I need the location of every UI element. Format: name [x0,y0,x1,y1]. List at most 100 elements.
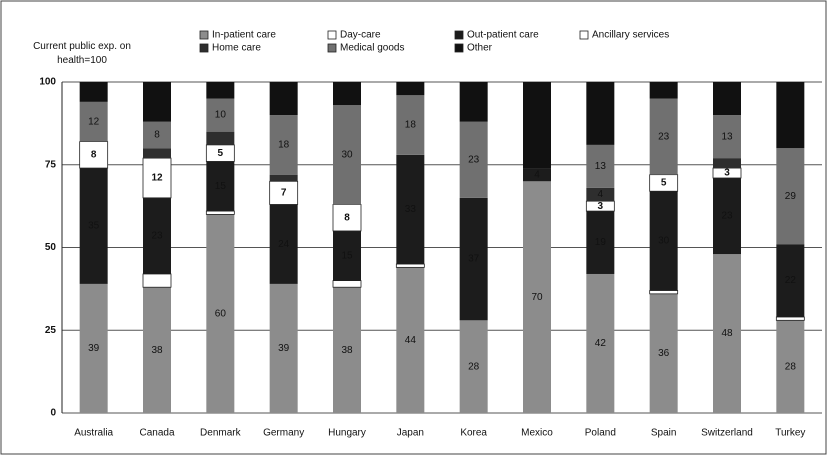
legend-swatch [327,43,337,53]
y-tick-label: 50 [45,242,57,253]
bar-segment [269,204,298,284]
data-label: 33 [405,204,417,215]
data-label: 60 [215,308,227,319]
x-tick-label: Australia [74,428,113,439]
bar-segment [396,267,425,413]
legend-swatch [454,30,464,40]
data-label: 22 [785,275,797,286]
bar-segment [79,283,108,413]
data-label: 3 [724,168,730,179]
legend-swatch [327,30,337,40]
bar-segment [206,131,235,145]
bar-segment [333,82,361,106]
bar-segment [523,82,551,169]
bar-segment [269,82,298,116]
bar-segment [586,144,615,188]
bar-segment [396,95,425,155]
data-label: 39 [88,343,100,354]
legend-label: Out-patient care [467,30,539,41]
bar-segment [333,287,361,413]
data-label: 8 [344,212,350,223]
data-label: 8 [91,149,97,160]
data-label: 8 [154,130,160,141]
data-label: 24 [278,239,290,250]
data-label: 38 [151,345,163,356]
bar-segment [332,204,362,232]
bar-segment [143,287,171,413]
bar-segment [586,187,615,202]
legend-swatch [454,43,464,53]
bar-segment [206,82,235,99]
data-label: 5 [661,178,667,189]
legend-swatch [199,43,209,53]
bar-segment [713,115,741,159]
x-tick-label: Japan [397,428,424,439]
bar-segment [586,211,615,274]
bar-segment [79,141,109,169]
x-tick-label: Poland [585,428,616,439]
y-tick-label: 25 [45,325,57,336]
data-label: 13 [721,131,733,142]
data-label: 12 [151,173,163,184]
bar-segment [79,82,108,102]
bar-segment [333,105,361,205]
bar-segment [459,82,488,122]
legend-label: Medical goods [340,43,404,54]
bar-segment [205,210,235,215]
bar-segment [776,148,805,245]
x-tick-label: Turkey [775,428,805,439]
bar-segment [776,82,805,149]
legend-label: Other [467,43,493,54]
x-tick-label: Switzerland [701,428,753,439]
data-label: 18 [278,140,290,151]
data-label: 30 [658,236,670,247]
bar-segment [586,273,615,413]
data-label: 18 [405,120,417,131]
legend-label: Ancillary services [592,30,669,41]
data-label: 23 [658,131,670,142]
data-label: 30 [341,149,353,160]
data-label: 7 [281,188,287,199]
bar-segment [713,177,741,255]
legend-label: Home care [212,43,261,54]
data-label: 5 [218,148,224,159]
data-label: 48 [721,328,733,339]
data-label: 35 [88,221,100,232]
data-label: 38 [341,345,353,356]
bar-segment [523,181,551,413]
bar-segment [269,115,298,175]
bar-segment [143,121,171,149]
bar-segment [206,214,235,413]
bar-segment [396,82,425,96]
data-label: 23 [151,231,163,242]
data-label: 42 [595,338,607,349]
bar-segment [333,230,361,281]
bar-segment [269,283,298,413]
bar-segment [459,197,488,321]
data-label: 15 [215,181,227,192]
legend-swatch [199,30,209,40]
data-label: 39 [278,343,290,354]
bar-segment [776,244,805,318]
y-tick-label: 100 [39,77,56,88]
data-label: 4 [534,169,540,180]
x-tick-label: Mexico [521,428,553,439]
bar-segment [649,293,678,413]
data-label: 44 [405,335,417,346]
bar-segment [649,191,678,291]
x-tick-label: Germany [263,428,304,439]
bar-segment [649,98,678,175]
bar-segment [142,157,172,199]
bar-segment [649,290,679,295]
x-tick-label: Denmark [200,428,242,439]
data-label: 15 [341,250,353,261]
bar-segment [459,121,488,198]
data-label: 36 [658,348,670,359]
y-tick-label: 75 [45,159,57,170]
bar-segment [395,263,425,268]
x-tick-label: Spain [651,428,677,439]
bar-segment [206,98,235,132]
bar-segment [79,101,108,142]
